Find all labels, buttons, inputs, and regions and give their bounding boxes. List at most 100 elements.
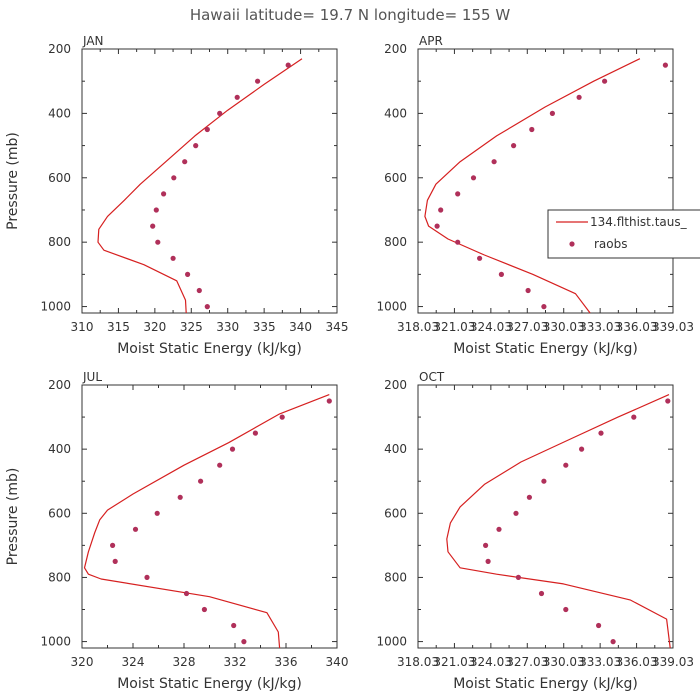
- raobs-point: [183, 590, 190, 597]
- raobs-point: [526, 494, 533, 500]
- panel-jan: JAN 310 315 320 325 330 335 340 345 200 400 600 800 1…: [5, 34, 348, 357]
- raobs-point: [491, 159, 497, 165]
- raobs-point: [483, 542, 489, 549]
- raobs-point: [455, 191, 461, 197]
- raobs-point: [231, 622, 237, 629]
- raobs-point: [171, 175, 177, 181]
- x-tick-label: 325: [180, 320, 203, 334]
- raobs-point: [563, 606, 569, 613]
- raobs-point: [610, 639, 616, 645]
- raobs-point: [132, 526, 139, 532]
- x-tick-label: 327.03: [506, 320, 548, 334]
- raobs-point: [665, 398, 671, 404]
- panel-label: APR: [419, 34, 443, 48]
- raobs-point: [538, 590, 545, 597]
- raobs-point: [170, 255, 176, 261]
- x-tick-label: 339.03: [652, 320, 694, 334]
- y-tick-label: 600: [48, 171, 71, 185]
- x-tick-label: 332: [224, 655, 247, 669]
- x-tick-label: 324.03: [470, 320, 512, 334]
- raobs-point: [579, 446, 585, 452]
- raobs-point: [576, 94, 582, 100]
- axes-frame: [81, 48, 338, 314]
- raobs-point: [438, 207, 444, 213]
- model-profile-line: [424, 58, 641, 314]
- raobs-point: [153, 207, 159, 213]
- raobs-point: [177, 494, 183, 500]
- y-axis-title: Pressure (mb): [5, 132, 21, 230]
- panels-group: JAN 310 315 320 325 330 335 340 345 200 400 600 800 1…: [5, 34, 694, 692]
- x-tick-label: 318.03: [397, 655, 439, 669]
- y-tick-label: 200: [384, 42, 407, 56]
- y-tick-label: 1000: [376, 300, 407, 314]
- y-tick-label: 800: [384, 235, 407, 249]
- model-profile-line: [97, 58, 303, 314]
- raobs-point: [525, 287, 531, 294]
- raobs-point: [631, 414, 637, 420]
- legend-box: [547, 209, 700, 259]
- x-tick-label: 328: [173, 655, 196, 669]
- raobs-point: [596, 622, 602, 629]
- raobs-point: [144, 574, 150, 581]
- y-tick-label: 600: [48, 506, 71, 520]
- x-axis-title: Moist Static Energy (kJ/kg): [453, 676, 638, 692]
- legend-model-label: 134.flthist.taus_: [590, 215, 688, 229]
- raobs-point: [161, 191, 167, 197]
- x-tick-label: 333.03: [579, 655, 621, 669]
- x-tick-label: 330.03: [543, 655, 585, 669]
- x-tick-label: 340: [326, 655, 349, 669]
- raobs-point: [255, 78, 261, 84]
- y-tick-label: 200: [48, 42, 71, 56]
- x-tick-label: 315: [107, 320, 130, 334]
- x-tick-label: 324: [122, 655, 145, 669]
- x-tick-label: 336.03: [616, 320, 658, 334]
- x-tick-label: 327.03: [506, 655, 548, 669]
- x-tick-label: 320: [143, 320, 166, 334]
- y-tick-label: 600: [384, 171, 407, 185]
- raobs-point: [193, 143, 199, 149]
- y-tick-label: 600: [384, 506, 407, 520]
- raobs-point: [513, 510, 519, 516]
- raobs-point: [198, 478, 204, 484]
- axes-frame: [417, 48, 674, 314]
- raobs-point: [498, 271, 504, 277]
- raobs-point: [229, 446, 236, 452]
- raobs-point: [662, 62, 669, 68]
- model-profile-line: [446, 394, 671, 649]
- axes-frame: [81, 384, 338, 649]
- panel-label: JAN: [82, 34, 104, 48]
- raobs-point: [234, 94, 240, 100]
- panel-label: OCT: [419, 370, 445, 384]
- y-tick-label: 400: [48, 106, 71, 120]
- y-axis-title: Pressure (mb): [5, 468, 21, 566]
- x-tick-label: 336.03: [616, 655, 658, 669]
- x-tick-label: 318.03: [397, 320, 439, 334]
- raobs-point: [204, 126, 210, 133]
- raobs-point: [285, 62, 291, 68]
- y-tick-label: 400: [48, 442, 71, 456]
- model-profile-line: [83, 394, 330, 649]
- raobs-point: [217, 110, 223, 116]
- raobs-point: [155, 239, 161, 245]
- raobs-point: [602, 78, 608, 84]
- x-axis-title: Moist Static Energy (kJ/kg): [117, 341, 302, 357]
- raobs-point: [326, 398, 332, 404]
- panel-oct: OCT318.03321.03324.03327.03330.03333.033…: [376, 370, 694, 692]
- y-tick-label: 800: [384, 570, 407, 584]
- raobs-point: [529, 126, 535, 133]
- raobs-point: [185, 271, 191, 277]
- x-tick-label: 336: [275, 655, 298, 669]
- y-tick-label: 1000: [376, 635, 407, 649]
- panel-jul: JUL 320 324 328 332 336 340 200 400 600 800 1000 Moi…: [5, 370, 348, 692]
- y-tick-label: 200: [384, 378, 407, 392]
- legend-dot-swatch: [569, 241, 575, 247]
- x-tick-label: 321.03: [433, 655, 475, 669]
- x-tick-label: 339.03: [652, 655, 694, 669]
- raobs-point: [515, 574, 522, 581]
- raobs-point: [279, 414, 285, 420]
- raobs-point: [434, 223, 440, 229]
- raobs-point: [510, 143, 517, 149]
- y-tick-label: 800: [48, 570, 71, 584]
- x-tick-label: 324.03: [470, 655, 512, 669]
